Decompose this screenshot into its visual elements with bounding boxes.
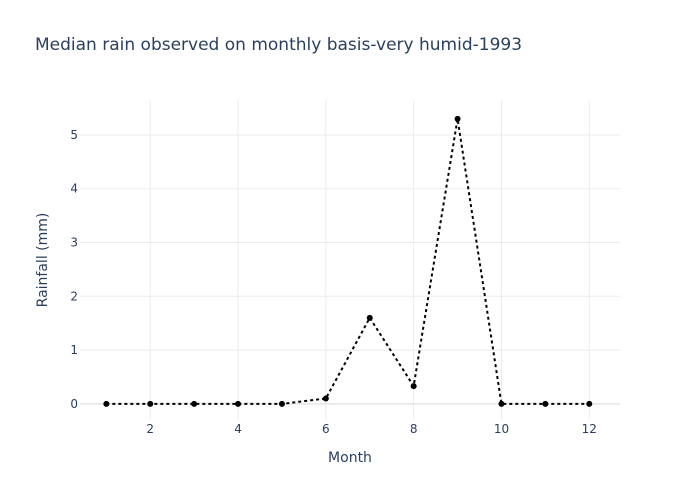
data-point (235, 400, 242, 407)
data-point (410, 383, 417, 390)
data-point (103, 400, 110, 407)
x-tick-label: 12 (582, 422, 597, 436)
data-point (454, 115, 461, 122)
y-tick-label: 2 (70, 289, 78, 303)
series-layer (103, 115, 593, 407)
x-tick-label: 2 (146, 422, 154, 436)
y-tick-label: 5 (70, 128, 78, 142)
series-line (106, 118, 590, 405)
grid (80, 100, 620, 420)
data-point (586, 400, 593, 407)
y-tick-label: 4 (70, 182, 78, 196)
y-axis-ticks: 0 1 2 3 4 5 (70, 128, 78, 411)
chart-title: Median rain observed on monthly basis-ve… (35, 35, 522, 55)
x-axis-title: Month (328, 450, 372, 466)
data-point (322, 395, 329, 402)
x-tick-label: 6 (322, 422, 330, 436)
y-tick-label: 1 (70, 343, 78, 357)
data-point (366, 314, 373, 321)
data-point (498, 400, 505, 407)
y-tick-label: 0 (70, 397, 78, 411)
x-axis-ticks: 2 4 6 8 10 12 (146, 422, 596, 436)
data-point (278, 400, 285, 407)
data-point (542, 400, 549, 407)
data-point (191, 400, 198, 407)
x-tick-label: 8 (410, 422, 418, 436)
x-tick-label: 4 (234, 422, 242, 436)
y-tick-label: 3 (70, 236, 78, 250)
x-tick-label: 10 (494, 422, 509, 436)
data-point (147, 400, 154, 407)
y-axis-title: Rainfall (mm) (35, 213, 51, 308)
